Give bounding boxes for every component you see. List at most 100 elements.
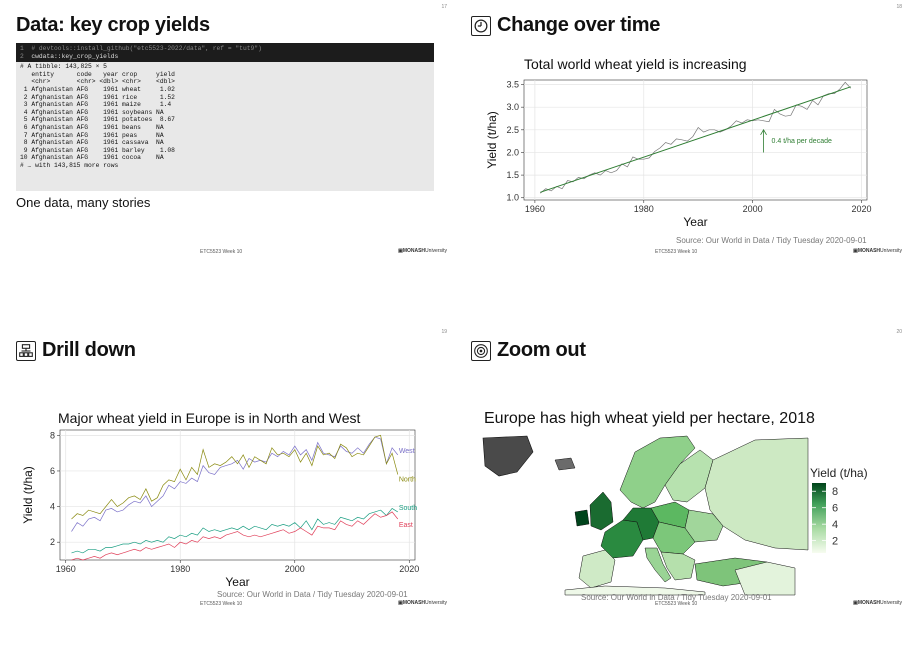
y-tick-label: 4: [50, 502, 55, 512]
page-number: 18: [896, 4, 902, 10]
map-region-uk: [589, 491, 614, 531]
annotation-arrowhead: [760, 129, 767, 136]
x-tick-label: 1960: [525, 204, 545, 214]
output-line: 4 Afghanistan AFG 1961 soybeans NA: [20, 108, 164, 116]
x-tick-label: 1960: [56, 564, 76, 574]
y-axis-label: Yield (t/ha): [485, 111, 499, 169]
trend-line: [540, 86, 851, 193]
y-tick-label: 2.5: [506, 125, 519, 135]
chart-source: Source: Our World in Data / Tidy Tuesday…: [581, 593, 772, 602]
code-output: # A tibble: 143,825 × 5 entity code year…: [16, 62, 434, 170]
footer-text: ETC5523 Week 10: [200, 601, 243, 607]
slide-drill-down: 19 Drill down Major wheat yield in Europ…: [0, 325, 455, 650]
map-region-balkans: [660, 551, 696, 581]
legend-tick-label: 4: [832, 519, 838, 531]
legend-ticks: 2 4 6 8: [812, 486, 838, 548]
output-line: 9 Afghanistan AFG 1961 barley 1.08: [20, 146, 175, 154]
code-input: 1 # devtools::install_github("etc5523-20…: [16, 43, 434, 63]
y-tick-label: 2: [50, 537, 55, 547]
slide-title-text: Zoom out: [497, 339, 586, 361]
map-region-iceland: [554, 457, 576, 471]
logo-uni: University: [880, 248, 902, 254]
page-number: 19: [441, 329, 447, 335]
line-number: 2: [20, 52, 24, 60]
logo-text: MONASH: [402, 600, 426, 606]
legend-tick-label: 2: [832, 536, 838, 548]
clock-icon: [471, 15, 491, 36]
chart-source: Source: Our World in Data / Tidy Tuesday…: [217, 590, 408, 599]
slide-title: Change over time: [471, 14, 660, 37]
chart-title: Europe has high wheat yield per hectare,…: [484, 410, 815, 427]
footer-text: ETC5523 Week 10: [655, 601, 698, 607]
code-block: 1 # devtools::install_github("etc5523-20…: [16, 43, 434, 191]
slide-title: Drill down: [16, 339, 136, 362]
map-region-north-africa: [564, 585, 706, 596]
code-statement: cwdata::key_crop_yields: [31, 52, 119, 60]
output-line: <chr> <chr> <dbl> <chr> <dbl>: [20, 78, 175, 86]
logo-uni: University: [880, 600, 902, 606]
output-line: 1 Afghanistan AFG 1961 wheat 1.02: [20, 85, 175, 93]
x-tick-label: 2000: [285, 564, 305, 574]
series-line: [540, 81, 851, 194]
x-tick-label: 1980: [634, 204, 654, 214]
series-label: East: [399, 522, 413, 529]
europe-regions-chart: 1960 1980 2000 2020 2 4 6 8 Year Yield (t/ha) West…: [21, 429, 419, 589]
output-line: 6 Afghanistan AFG 1961 beans NA: [20, 123, 164, 131]
slide-zoom-out: 20 Zoom out Europe has high wheat yield …: [455, 325, 910, 650]
series-label: North: [399, 477, 416, 484]
monash-logo: ▣MONASHUniversity: [398, 600, 447, 606]
x-axis-label: Year: [683, 215, 707, 229]
series-line-south: [71, 507, 398, 554]
map-region-italy: [644, 547, 672, 583]
y-tick-label: 1.5: [506, 170, 519, 180]
output-line: # A tibble: 143,825 × 5: [20, 63, 107, 71]
logo-uni: University: [425, 248, 447, 254]
y-tick-label: 2.0: [506, 147, 519, 157]
code-line: 2 cwdata::key_crop_yields: [20, 53, 430, 61]
y-tick-label: 3.5: [506, 80, 519, 90]
map-region-iberia: [578, 549, 616, 589]
series-label: West: [399, 448, 415, 455]
legend-colorbar: [812, 483, 826, 553]
monash-logo: ▣MONASHUniversity: [853, 248, 902, 254]
logo-text: MONASH: [857, 248, 881, 254]
slide-title: Zoom out: [471, 339, 586, 362]
code-line: 1 # devtools::install_github("etc5523-20…: [20, 45, 430, 53]
output-line: 5 Afghanistan AFG 1961 potatoes 8.67: [20, 116, 175, 124]
output-line: 2 Afghanistan AFG 1961 rice 1.52: [20, 93, 175, 101]
x-axis-label: Year: [225, 575, 249, 589]
output-line: entity code year crop yield: [20, 70, 175, 78]
legend-tick-label: 6: [832, 503, 838, 515]
output-line: # … with 143,815 more rows: [20, 161, 119, 169]
logo-uni: University: [425, 600, 447, 606]
slide-title: Data: key crop yields: [16, 14, 210, 37]
output-line: 3 Afghanistan AFG 1961 maize 1.4: [20, 101, 172, 109]
slide-title-text: Data: key crop yields: [16, 14, 210, 36]
y-tick-label: 1.0: [506, 193, 519, 203]
output-line: 8 Afghanistan AFG 1961 cassava NA: [20, 139, 164, 147]
series-line-north: [71, 434, 399, 520]
x-tick-label: 2020: [852, 204, 872, 214]
y-axis-label: Yield (t/ha): [21, 466, 35, 524]
footer-text: ETC5523 Week 10: [200, 249, 243, 255]
series-label: South: [399, 505, 417, 512]
slide-data-key-crop-yields: 17 Data: key crop yields 1 # devtools::i…: [0, 0, 455, 325]
y-tick-label: 6: [50, 466, 55, 476]
chart-source: Source: Our World in Data / Tidy Tuesday…: [676, 236, 867, 245]
page-number: 20: [896, 329, 902, 335]
code-comment: # devtools::install_github("etc5523-2022…: [31, 45, 262, 52]
footer-text: ETC5523 Week 10: [655, 249, 698, 255]
annotation-label: 0.4 t/ha per decade: [772, 138, 832, 145]
slide-change-over-time: 18 Change over time Total world wheat yi…: [455, 0, 910, 325]
logo-text: MONASH: [402, 248, 426, 254]
world-wheat-chart: 1960 1980 2000 2020 1.0 1.5 2.0 2.5 3.0 3.5 Year Yi…: [485, 80, 872, 229]
map-region-greenland: [482, 435, 534, 477]
plot-panel: [59, 429, 416, 561]
line-number: 1: [20, 45, 24, 52]
legend-tick-label: 8: [832, 486, 838, 498]
map-region-middle-east: [734, 561, 796, 596]
output-line: 10 Afghanistan AFG 1961 cocoa NA: [20, 154, 164, 162]
slide-subtitle: One data, many stories: [16, 195, 151, 210]
x-tick-label: 1980: [170, 564, 190, 574]
x-tick-label: 2000: [743, 204, 763, 214]
